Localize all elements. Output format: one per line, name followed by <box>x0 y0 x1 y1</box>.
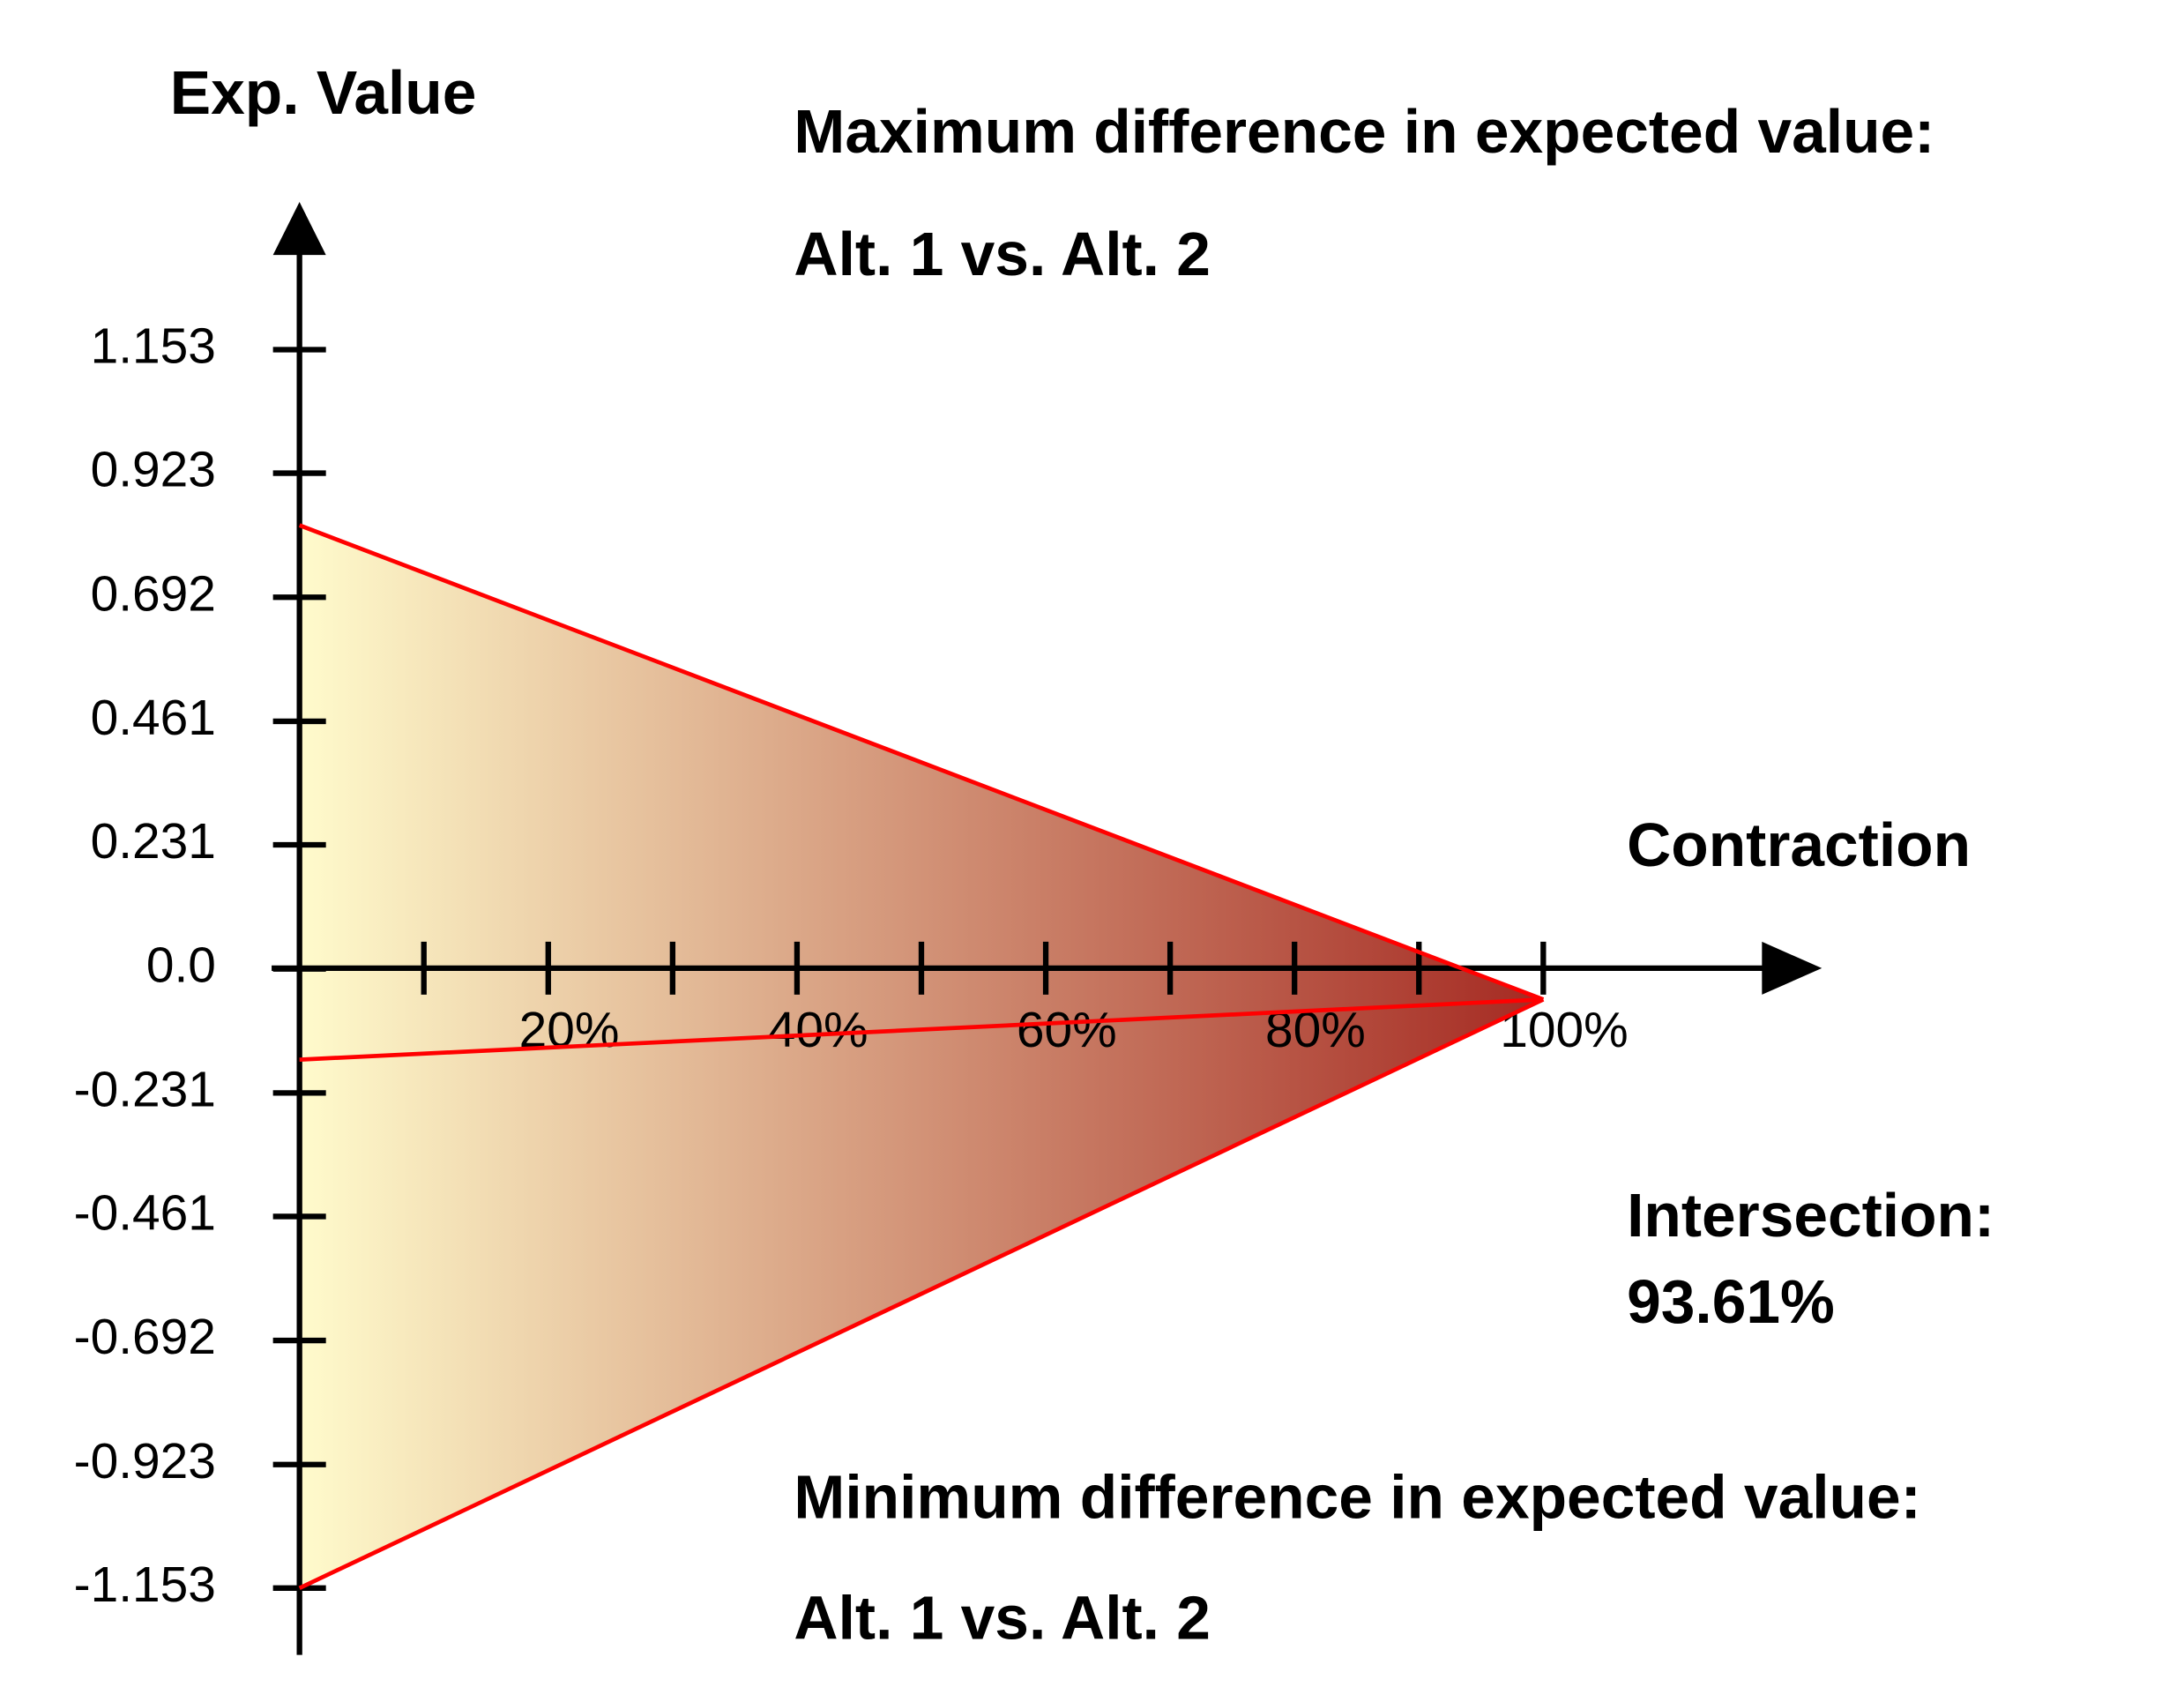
y-tick-label: 0.923 <box>91 443 216 498</box>
y-axis-arrow <box>272 202 326 256</box>
y-tick-label: -0.461 <box>74 1185 216 1241</box>
annotation: 93.61% <box>1627 1267 1835 1336</box>
y-tick-label: -0.923 <box>74 1434 216 1489</box>
annotation: Alt. 1 vs. Alt. 2 <box>794 220 1211 288</box>
y-tick-label: 0.692 <box>91 566 216 622</box>
annotation: Alt. 1 vs. Alt. 2 <box>794 1584 1211 1653</box>
y-tick-label: 0.461 <box>91 690 216 746</box>
annotation: Intersection: <box>1627 1181 1994 1250</box>
y-tick-label: 1.153 <box>91 319 216 375</box>
series-line <box>299 997 1544 1062</box>
y-tick-label: -0.231 <box>74 1062 216 1117</box>
x-tick-label: 40% <box>768 1003 868 1058</box>
y-tick-label: 0.0 <box>146 938 216 994</box>
y-axis-title: Exp. Value <box>170 58 477 127</box>
x-tick-label: 60% <box>1017 1003 1117 1058</box>
x-axis-arrow <box>1762 941 1822 995</box>
series-line <box>298 523 1545 1002</box>
annotation: Maximum difference in expected value: <box>794 97 1934 166</box>
range-area <box>299 525 1544 1588</box>
y-tick-label: -0.692 <box>74 1310 216 1365</box>
series-line <box>298 997 1545 1590</box>
y-tick-label: -1.153 <box>74 1557 216 1613</box>
x-axis-title: Contraction <box>1627 810 1971 879</box>
y-tick-label: 0.231 <box>91 814 216 870</box>
annotation: Minimum difference in expected value: <box>794 1462 1920 1531</box>
